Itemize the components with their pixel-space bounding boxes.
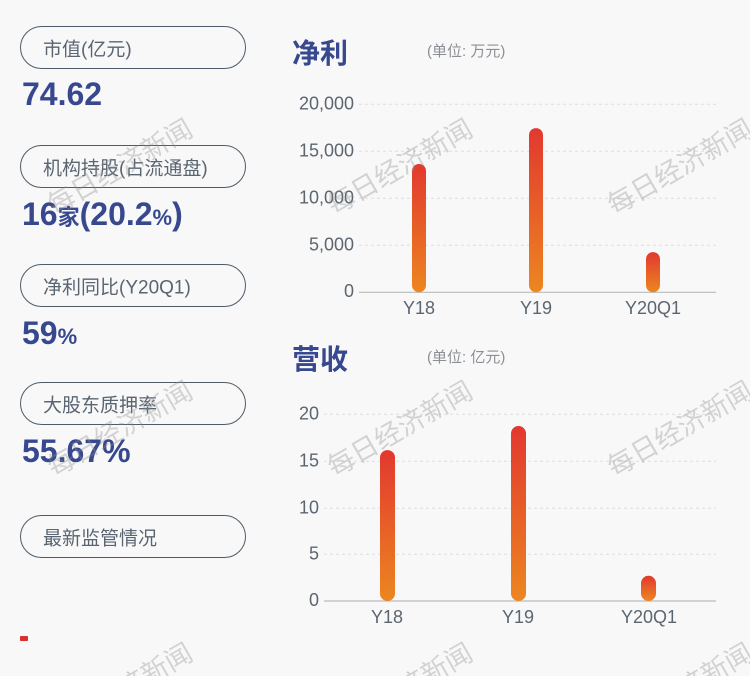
svg-text:Y20Q1: Y20Q1 bbox=[621, 607, 677, 627]
svg-text:Y19: Y19 bbox=[520, 298, 552, 318]
svg-text:10,000: 10,000 bbox=[299, 188, 354, 208]
svg-text:5: 5 bbox=[309, 544, 319, 564]
svg-text:20,000: 20,000 bbox=[299, 94, 354, 114]
svg-text:0: 0 bbox=[309, 590, 319, 610]
svg-text:10: 10 bbox=[299, 498, 319, 518]
svg-text:5,000: 5,000 bbox=[309, 235, 354, 255]
svg-text:Y19: Y19 bbox=[502, 607, 534, 627]
svg-text:0: 0 bbox=[344, 281, 354, 301]
svg-text:15,000: 15,000 bbox=[299, 141, 354, 161]
svg-text:Y18: Y18 bbox=[371, 607, 403, 627]
svg-text:15: 15 bbox=[299, 451, 319, 471]
svg-text:Y20Q1: Y20Q1 bbox=[625, 298, 681, 318]
svg-text:20: 20 bbox=[299, 404, 319, 424]
svg-text:Y18: Y18 bbox=[403, 298, 435, 318]
